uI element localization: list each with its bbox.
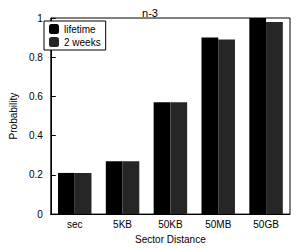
svg-text:lifetime: lifetime bbox=[64, 24, 96, 35]
svg-text:1: 1 bbox=[37, 13, 43, 24]
svg-text:50GB: 50GB bbox=[253, 219, 279, 230]
svg-text:n-3: n-3 bbox=[142, 7, 158, 19]
svg-text:50MB: 50MB bbox=[205, 219, 231, 230]
svg-text:0: 0 bbox=[37, 209, 43, 220]
svg-text:2 weeks: 2 weeks bbox=[64, 37, 101, 48]
svg-text:0.6: 0.6 bbox=[29, 91, 43, 102]
svg-text:0.4: 0.4 bbox=[29, 130, 43, 141]
svg-text:Sector Distance: Sector Distance bbox=[135, 234, 206, 245]
svg-text:0.2: 0.2 bbox=[29, 169, 43, 180]
svg-text:0.8: 0.8 bbox=[29, 52, 43, 63]
svg-text:50KB: 50KB bbox=[158, 219, 183, 230]
svg-text:Probability: Probability bbox=[8, 93, 19, 140]
svg-text:sec: sec bbox=[67, 219, 83, 230]
svg-text:5KB: 5KB bbox=[113, 219, 132, 230]
